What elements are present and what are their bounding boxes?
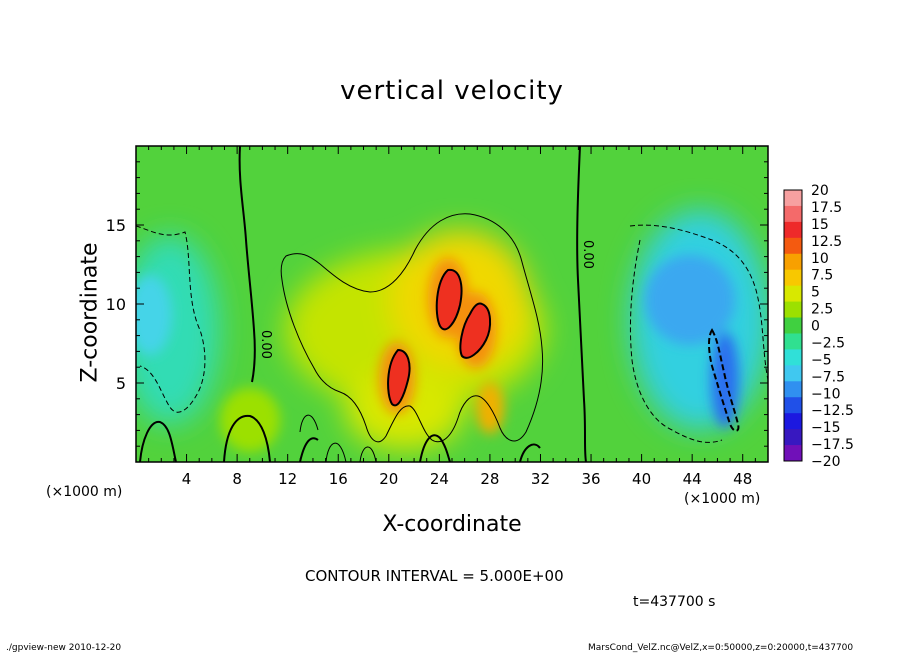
colorbar-label: 7.5 xyxy=(811,268,833,284)
colorbar-label: −10 xyxy=(811,386,841,402)
colorbar-label: 20 xyxy=(811,183,829,199)
colorbar-band xyxy=(784,429,802,446)
contour-interval-note: CONTOUR INTERVAL = 5.000E+00 xyxy=(305,567,564,585)
x-tick-label: 36 xyxy=(581,470,600,488)
contour-neg-10-right xyxy=(708,328,740,432)
colorbar-band xyxy=(784,413,802,430)
updraft-core-a xyxy=(435,268,463,331)
colorbar-band xyxy=(784,381,802,398)
y-axis-ticks: 5 10 15 xyxy=(106,161,768,447)
colorbar-band xyxy=(784,365,802,382)
colorbar-band xyxy=(784,285,802,303)
colorbar-label: 2.5 xyxy=(811,302,833,318)
colorbar-label: 17.5 xyxy=(811,200,842,216)
footer-left: ./gpview-new 2010-12-20 xyxy=(6,643,122,653)
x-tick-label: 4 xyxy=(182,470,192,488)
colorbar-band xyxy=(784,205,802,223)
surface-warm-patch xyxy=(220,388,280,452)
colorbar-label: −7.5 xyxy=(811,369,845,385)
colorbar-label: 5 xyxy=(811,285,820,301)
x-tick-label: 28 xyxy=(480,470,499,488)
contour-neg-5-right xyxy=(629,224,768,443)
x-tick-label: 40 xyxy=(632,470,651,488)
colorbar-label: −17.5 xyxy=(811,437,854,453)
downdraft-left-core xyxy=(136,275,172,355)
colorbar-label: 15 xyxy=(811,217,829,233)
x-tick-label: 16 xyxy=(329,470,348,488)
colorbar-label: −15 xyxy=(811,420,841,436)
colorbar-label: 10 xyxy=(811,251,829,267)
colorbar-band xyxy=(784,237,802,255)
z-axis-unit: (×1000 m) xyxy=(684,491,761,507)
colorbar-band xyxy=(784,333,802,350)
contour-lines xyxy=(136,146,768,462)
x-axis-label: X-coordinate xyxy=(382,512,522,537)
updraft-core-b xyxy=(459,302,492,359)
colorbar-band xyxy=(784,445,802,462)
x-tick-label: 32 xyxy=(531,470,550,488)
contour-zero-left xyxy=(238,146,256,383)
updraft-cores xyxy=(387,268,492,407)
x-tick-label: 8 xyxy=(232,470,242,488)
colorbar-label: −2.5 xyxy=(811,335,845,351)
colorbar-band xyxy=(784,190,802,207)
colorbar-band xyxy=(784,253,802,271)
x-tick-label: 44 xyxy=(683,470,702,488)
x-axis-unit: (×1000 m) xyxy=(46,484,123,500)
x-axis-ticks: 4 8 12 16 20 24 28 32 36 40 44 48 xyxy=(148,146,756,488)
contour-label-left: 0.00 xyxy=(258,330,273,359)
colorbar-band xyxy=(784,269,802,287)
colorbar-band xyxy=(784,301,802,319)
contour-pos-5-lower xyxy=(299,414,377,462)
velocity-field: 0.00 0.00 xyxy=(136,146,768,462)
footer-right: MarsCond_VelZ.nc@VelZ,x=0:50000,z=0:2000… xyxy=(588,643,854,653)
colorbar-frame xyxy=(783,189,803,462)
x-tick-label: 24 xyxy=(430,470,449,488)
updraft-core-c xyxy=(387,348,411,407)
y-tick-label: 5 xyxy=(116,374,126,393)
contour-neg-5-left xyxy=(136,225,206,413)
x-tick-label: 12 xyxy=(278,470,297,488)
colorbar-band xyxy=(784,397,802,414)
colorbar: 2017.51512.5107.552.50−2.5−5−7.5−10−12.5… xyxy=(783,183,854,470)
contour-zero-right xyxy=(576,146,587,462)
colorbar-label: 0 xyxy=(811,319,820,335)
colorbar-band xyxy=(784,349,802,366)
y-tick-label: 15 xyxy=(106,216,126,235)
colorbar-band xyxy=(784,317,802,334)
colorbar-label: −20 xyxy=(811,454,841,470)
chart-title: vertical velocity xyxy=(340,76,564,106)
time-label: t=437700 s xyxy=(633,594,716,610)
colorbar-band xyxy=(784,221,802,239)
x-tick-label: 48 xyxy=(733,470,752,488)
y-tick-label: 10 xyxy=(106,295,126,314)
colorbar-label: −5 xyxy=(811,352,832,368)
colorbar-label: −12.5 xyxy=(811,403,854,419)
contour-zero-surface xyxy=(139,414,541,462)
contour-label-right: 0.00 xyxy=(580,240,595,269)
contour-pos-5 xyxy=(280,213,544,443)
x-tick-label: 20 xyxy=(379,470,398,488)
colorbar-label: 12.5 xyxy=(811,234,842,250)
downdraft-right-core xyxy=(645,255,735,345)
